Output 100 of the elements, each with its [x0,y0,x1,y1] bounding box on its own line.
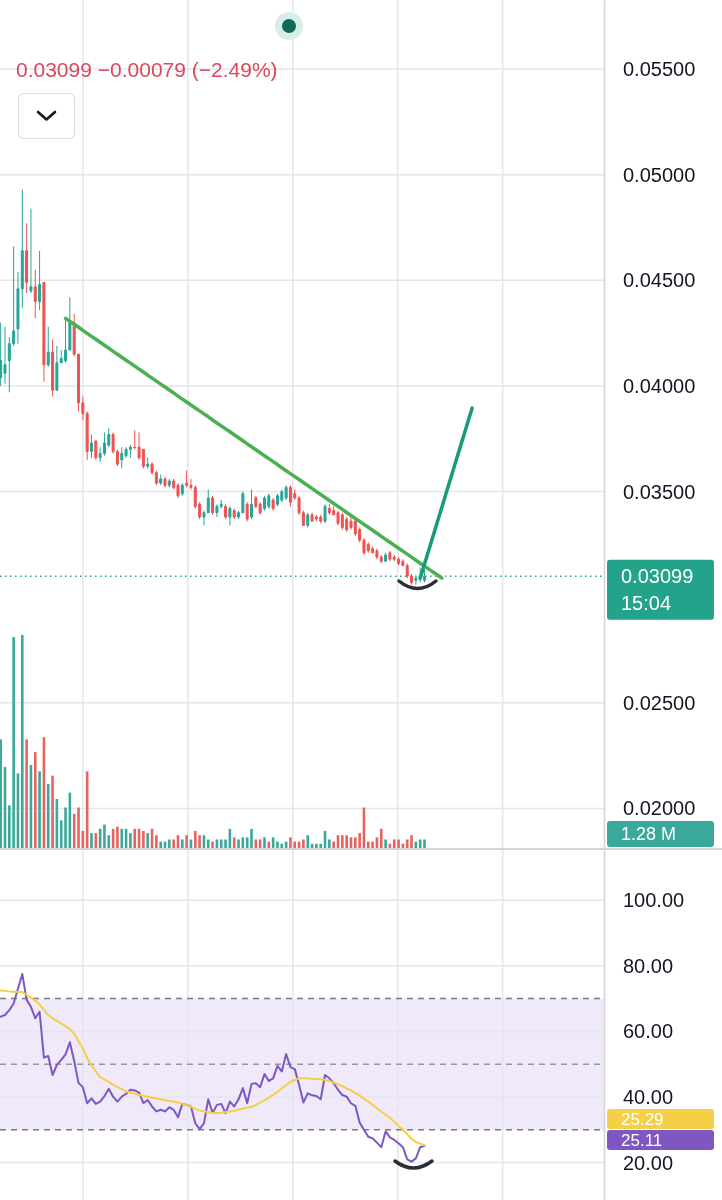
y-tick-label: 0.03500 [623,480,696,503]
candlestick [29,208,33,294]
y-tick-label: 0.02000 [623,797,696,820]
candlestick [384,552,388,562]
bar [224,839,227,848]
bar [155,835,158,848]
candlestick [275,493,279,507]
bar [237,839,240,848]
y-tick-label: 80.00 [623,954,674,977]
candlestick [55,345,59,391]
ref-line-label: 0.03099 [621,565,694,588]
candlestick [280,488,284,503]
bar [46,784,50,848]
candlestick [180,482,184,497]
candlestick [414,575,418,586]
candlestick [258,501,262,516]
candlestick [319,514,323,524]
candlestick [215,503,219,518]
bar [276,841,279,848]
bar [198,835,201,848]
bar [77,807,80,848]
candlestick [423,569,427,583]
bar [289,837,292,848]
bar [51,775,54,848]
bar [219,839,223,848]
bar [315,843,318,848]
bar [20,635,24,848]
candlestick [306,512,310,529]
bar [33,752,37,848]
y-tick-label: 0.05500 [623,57,696,80]
bar [263,837,266,848]
y-tick-label: 0.04500 [623,269,696,292]
bar [142,830,145,848]
line-series [0,972,426,1163]
bar [250,828,253,848]
bar [116,826,119,848]
y-tick-label: 20.00 [623,1151,674,1174]
candlestick [232,508,236,520]
bar [185,835,188,848]
candlestick [211,495,215,516]
candlestick [3,326,7,385]
y-tick-label: 100.00 [623,889,685,912]
y-tick-label: 0.05000 [623,163,696,186]
candlestick [345,516,349,533]
bar [410,835,413,848]
bar [159,841,162,848]
candlestick [38,250,42,311]
text: 15:04 [621,592,672,615]
candlestick [314,514,318,522]
bar [345,835,348,848]
bar [211,841,214,848]
text: 25.11 [621,1130,663,1150]
bar [103,824,106,848]
bar [25,739,28,848]
y-tick-label: 60.00 [623,1020,674,1043]
line-series [418,406,474,580]
bar [232,837,236,848]
candlestick [146,457,150,469]
candlestick [176,482,180,499]
candlestick [327,503,331,516]
candlestick [340,512,344,531]
candlestick [85,410,89,461]
candlestick [89,434,93,459]
bar [168,839,171,848]
bar [12,637,15,848]
bar [384,839,387,848]
bar [319,843,323,848]
candlestick [323,503,327,524]
candlestick [25,222,29,294]
bar [293,841,297,848]
bar [193,830,197,848]
candlestick [366,541,370,554]
bar [172,839,175,848]
bar [397,839,400,848]
bar [392,839,396,848]
candlestick [51,339,55,398]
bar [64,807,67,848]
bar [358,833,361,848]
candlestick [159,474,163,486]
candlestick [288,484,292,507]
bar [302,839,305,848]
y-tick-label: 0.04000 [623,374,696,397]
candlestick [388,550,392,562]
bar [371,841,374,848]
candlestick [33,269,37,319]
candlestick [94,440,98,461]
bar [354,837,357,848]
bar [306,835,310,848]
candlestick [245,501,249,522]
candlestick [120,446,124,469]
candlestick [397,556,401,567]
bar [280,843,284,848]
candlestick [271,497,275,512]
candlestick [250,488,254,520]
candlestick [224,503,228,520]
bar [423,839,426,848]
text: 0.03099 −0.00079 (−2.49%) [16,58,278,82]
text: 1.28 M [621,824,677,845]
candlestick [284,484,288,501]
bar [366,841,370,848]
